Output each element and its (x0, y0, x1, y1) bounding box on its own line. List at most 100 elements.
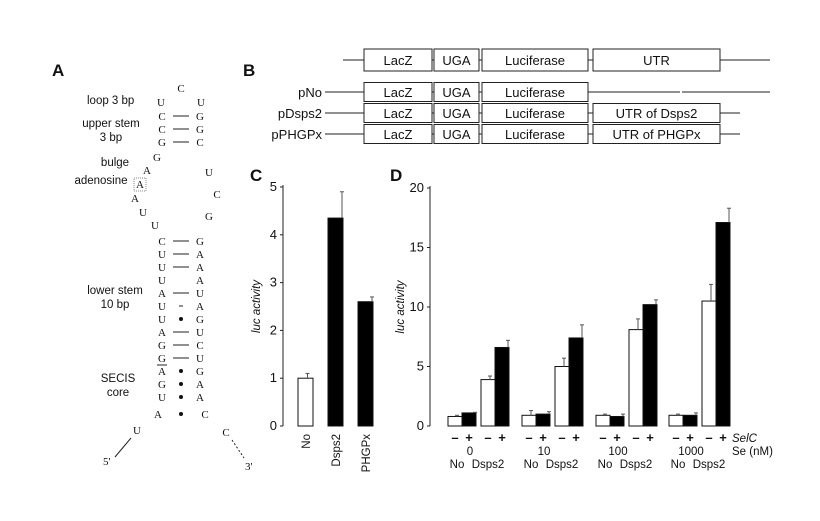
construct-label: Dsps2 (620, 459, 653, 471)
construct-name: pPHGPx (271, 127, 322, 142)
nucleotide: U (158, 249, 166, 261)
selc-sign: – (705, 430, 712, 445)
selc-sign: + (686, 430, 694, 445)
three-prime-label: 3' (245, 461, 253, 473)
segment-label: UTR of PHGPx (612, 127, 701, 142)
selc-sign: + (646, 430, 654, 445)
nucleotide: G (158, 340, 166, 352)
nucleotide: U (157, 97, 165, 109)
nucleotide: A (158, 366, 166, 378)
segment-label: Luciferase (505, 127, 565, 142)
segment-label: LacZ (384, 127, 413, 142)
segment-label: LacZ (384, 53, 413, 68)
y-axis-label: luc activity (395, 279, 407, 333)
construct-row: LacZ UGA Luciferase UTR (343, 48, 770, 72)
wobble-pair-dot (179, 382, 183, 386)
selc-sign: – (451, 430, 458, 445)
construct-label: Dsps2 (472, 459, 505, 471)
wobble-pair-dot (179, 317, 183, 321)
bulge-highlight (133, 177, 147, 192)
selc-sign: – (484, 430, 491, 445)
secis-label: SECIS (101, 373, 136, 385)
bar (554, 366, 570, 427)
segment-label: Luciferase (505, 106, 565, 121)
se-concentration-label: 1000 (678, 446, 704, 458)
nucleotide: G (158, 353, 166, 365)
construct-label: Dsps2 (546, 459, 579, 471)
lower-stem-bp-label: 10 bp (101, 299, 130, 311)
bar (595, 414, 611, 427)
wobble-pair-dot (179, 369, 183, 373)
panel-label-d: D (390, 166, 402, 185)
backbone-3prime (231, 439, 245, 459)
bar (297, 377, 314, 427)
segment-label: Luciferase (505, 85, 565, 100)
nucleotide: A (196, 249, 204, 261)
category-label: Dsps2 (331, 434, 343, 467)
panel-label-a: A (52, 61, 64, 80)
bar (628, 329, 644, 427)
wobble-pair-dot (179, 395, 183, 399)
construct-name: pDsps2 (278, 106, 322, 121)
segment-label: LacZ (384, 85, 413, 100)
se-concentration-label: 0 (467, 446, 473, 458)
bar (682, 414, 698, 427)
bar (715, 222, 731, 427)
lower-stem-label: lower stem (87, 285, 143, 297)
panel-label-b: B (243, 61, 255, 80)
chart-c: 0 1 2 3 4 5 luc activity No Dsps2 PHGPx (251, 179, 374, 472)
segment-label: UGA (442, 127, 471, 142)
bar (668, 414, 684, 427)
nucleotide: U (133, 425, 141, 437)
selc-sign: – (525, 430, 532, 445)
selc-sign: – (672, 430, 679, 445)
nucleotide: G (196, 111, 204, 123)
selc-sign: + (498, 430, 506, 445)
nucleotide: A (196, 392, 204, 404)
segment-label: UGA (442, 85, 471, 100)
construct-row: pPHGPx LacZ UGA Luciferase UTR of PHGPx (271, 124, 740, 144)
nucleotide: G (205, 211, 213, 223)
nucleotide: A (131, 193, 139, 205)
selc-sign: + (539, 430, 547, 445)
y-tick-label: 5 (270, 179, 277, 194)
nucleotide: C (196, 137, 203, 149)
nucleotide: G (196, 314, 204, 326)
nucleotide: U (158, 262, 166, 274)
nucleotide: A (143, 165, 151, 177)
construct-row: pNo LacZ UGA Luciferase (298, 82, 770, 102)
nucleotide: U (158, 314, 166, 326)
se-concentration-label: 100 (608, 446, 627, 458)
backbone-5prime (114, 437, 132, 458)
nucleotide: C (196, 340, 203, 352)
nucleotide: A (158, 288, 166, 300)
bar (535, 413, 551, 427)
y-tick-label: 5 (417, 359, 424, 374)
bar (521, 414, 537, 427)
nucleotide: C (158, 111, 165, 123)
bar (327, 217, 344, 427)
selc-label: SelC (732, 433, 758, 445)
panel-label-c: C (250, 166, 262, 185)
nucleotide: A (154, 409, 162, 421)
nucleotide: U (158, 275, 166, 287)
bar (357, 301, 374, 427)
se-axis-label: Se (nM) (732, 446, 773, 458)
upper-stem-label: upper stem (82, 118, 140, 130)
nucleotide: G (153, 152, 161, 164)
construct-label: No (598, 459, 613, 471)
y-tick-label: 0 (417, 418, 424, 433)
construct-diagram: LacZ UGA Luciferase UTR pNo LacZ UGA Luciferase… (271, 48, 770, 144)
nucleotide: G (196, 366, 204, 378)
bar (568, 337, 584, 427)
y-tick-label: 0 (270, 418, 277, 433)
selc-sign: + (719, 430, 727, 445)
y-tick-label: 1 (270, 370, 277, 385)
nucleotide: A (196, 301, 204, 313)
selc-sign: – (599, 430, 606, 445)
nucleotide: A (196, 275, 204, 287)
segment-label: LacZ (384, 106, 413, 121)
